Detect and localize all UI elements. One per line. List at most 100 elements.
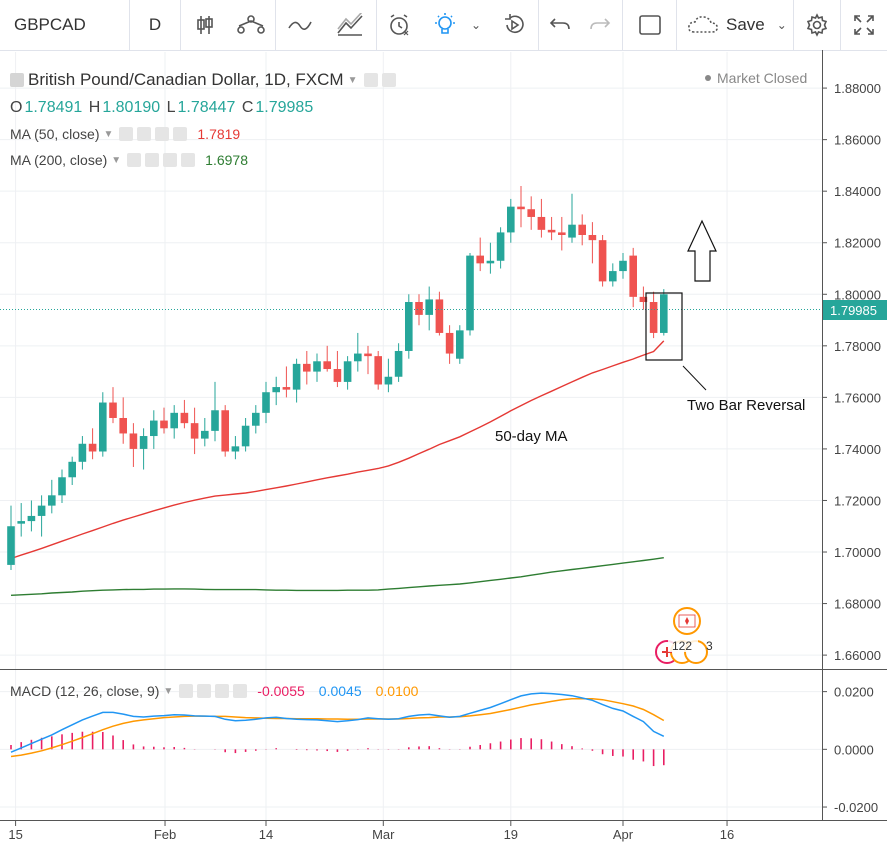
interval-button[interactable]: D bbox=[130, 0, 181, 50]
settings-icon[interactable] bbox=[794, 0, 841, 50]
expand-icon[interactable] bbox=[840, 0, 887, 50]
candle-down bbox=[537, 198, 546, 238]
candle-up bbox=[211, 381, 219, 442]
gear-icon[interactable] bbox=[137, 127, 152, 141]
candle-body bbox=[221, 410, 229, 452]
redo-icon[interactable] bbox=[578, 0, 623, 50]
open-value: 1.78491 bbox=[24, 99, 83, 116]
candle-body bbox=[496, 232, 505, 261]
eye-icon[interactable] bbox=[119, 127, 134, 141]
macd-signal-line bbox=[10, 698, 665, 758]
candle-down bbox=[364, 345, 372, 375]
fullscreen-box-icon[interactable] bbox=[624, 0, 677, 50]
low-label: L bbox=[166, 99, 176, 116]
candles-icon[interactable] bbox=[183, 0, 227, 50]
macd-label: MACD (12, 26, close, 9) bbox=[10, 683, 160, 699]
current-price-value: 1.79985 bbox=[830, 303, 877, 318]
save-label: Save bbox=[726, 15, 765, 34]
caret-down-icon[interactable]: ▼ bbox=[111, 154, 122, 166]
ma200-legend[interactable]: MA (200, close) ▼ 1.6978 bbox=[10, 152, 248, 168]
alert-icon[interactable] bbox=[377, 0, 421, 50]
indicators-icon[interactable] bbox=[227, 0, 276, 50]
candle-body bbox=[27, 515, 36, 522]
save-button[interactable]: Save ⌄ bbox=[676, 0, 794, 50]
candle-body bbox=[119, 417, 127, 434]
candle-body bbox=[354, 353, 362, 362]
chart-area[interactable]: 1.88000 1.86000 1.84000 1.82000 1.80000 1.780… bbox=[0, 50, 887, 849]
price-tick-label: 1.76000 bbox=[834, 390, 881, 405]
macd-axis[interactable]: 0.0200 0.0000 -0.0200 bbox=[822, 685, 878, 815]
candle-up bbox=[456, 325, 464, 364]
low-value: 1.78447 bbox=[177, 99, 236, 116]
candle-down bbox=[639, 286, 648, 310]
eye-icon[interactable] bbox=[179, 684, 194, 698]
fib-tool-icon[interactable] bbox=[324, 0, 377, 50]
candle-body bbox=[445, 332, 454, 354]
event-count: 3 bbox=[706, 639, 713, 653]
candle-down bbox=[578, 214, 586, 246]
close-icon[interactable] bbox=[181, 153, 196, 167]
candle-down bbox=[119, 397, 127, 444]
line-tool-icon[interactable] bbox=[276, 0, 324, 50]
close-icon[interactable] bbox=[173, 127, 188, 141]
plus-icon[interactable] bbox=[163, 153, 178, 167]
candle-up bbox=[292, 358, 301, 403]
symbol-search[interactable]: GBPCAD bbox=[0, 0, 130, 50]
candle-body bbox=[99, 402, 107, 452]
plus-icon[interactable] bbox=[155, 127, 170, 141]
gear-icon[interactable] bbox=[197, 684, 212, 698]
candle-body bbox=[405, 302, 413, 351]
undo-icon[interactable] bbox=[540, 0, 580, 50]
market-status: Market Closed bbox=[705, 70, 807, 86]
candle-up bbox=[405, 294, 413, 359]
candle-body bbox=[343, 361, 352, 382]
candle-up bbox=[7, 505, 15, 571]
candle-body bbox=[201, 430, 209, 439]
macd-line-value: 0.0045 bbox=[318, 683, 362, 699]
candle-up bbox=[201, 417, 209, 447]
candle-body bbox=[609, 271, 617, 282]
current-price-badge bbox=[823, 300, 887, 320]
eye-icon[interactable] bbox=[127, 153, 142, 167]
chevron-down-icon[interactable]: ⌄ bbox=[470, 18, 482, 32]
candle-body bbox=[109, 402, 117, 418]
macd-legend[interactable]: MACD (12, 26, close, 9) ▼ -0.0055 0.0045… bbox=[10, 683, 418, 699]
candle-down bbox=[598, 234, 607, 287]
ma50-legend[interactable]: MA (50, close) ▼ 1.7819 bbox=[10, 126, 240, 142]
market-status-text: Market Closed bbox=[717, 70, 808, 86]
candle-body bbox=[139, 436, 148, 449]
ma50-label: MA (50, close) bbox=[10, 126, 100, 142]
candle-up bbox=[384, 358, 393, 393]
price-tick-label: 1.86000 bbox=[834, 133, 881, 148]
time-axis[interactable]: 15 Feb 14 Mar 19 Apr 16 bbox=[8, 820, 734, 842]
caret-down-icon[interactable]: ▼ bbox=[103, 128, 114, 140]
gear-icon[interactable] bbox=[381, 73, 396, 87]
caret-down-icon[interactable]: ▼ bbox=[347, 74, 358, 86]
replay-icon[interactable] bbox=[490, 0, 539, 50]
macd-line bbox=[10, 692, 665, 753]
candle-body bbox=[190, 423, 199, 439]
ideas-icon[interactable] bbox=[421, 0, 469, 50]
candle-up bbox=[313, 353, 321, 382]
chevron-down-icon[interactable]: ⌄ bbox=[776, 18, 787, 32]
candle-body bbox=[558, 232, 566, 235]
chart-title-legend[interactable]: British Pound/Canadian Dollar, 1D, FXCM … bbox=[10, 70, 400, 90]
price-axis[interactable]: 1.88000 1.86000 1.84000 1.82000 1.80000 1.780… bbox=[822, 81, 881, 663]
price-tick-label: 1.88000 bbox=[834, 81, 881, 96]
eye-icon[interactable] bbox=[363, 73, 378, 87]
candle-body bbox=[292, 363, 301, 390]
candle-down bbox=[109, 387, 117, 424]
gear-icon[interactable] bbox=[145, 153, 160, 167]
plus-icon[interactable] bbox=[215, 684, 230, 698]
candle-up bbox=[139, 428, 148, 470]
time-tick-label: 14 bbox=[259, 827, 273, 842]
candle-up bbox=[48, 479, 56, 514]
close-icon[interactable] bbox=[233, 684, 248, 698]
candle-up bbox=[58, 469, 66, 504]
price-tick-label: 1.72000 bbox=[834, 493, 881, 508]
economic-events[interactable]: 122 3 bbox=[655, 607, 713, 664]
up-arrow-icon bbox=[687, 219, 717, 282]
caret-down-icon[interactable]: ▼ bbox=[163, 685, 174, 697]
candle-up bbox=[394, 343, 403, 382]
candle-body bbox=[150, 420, 158, 437]
